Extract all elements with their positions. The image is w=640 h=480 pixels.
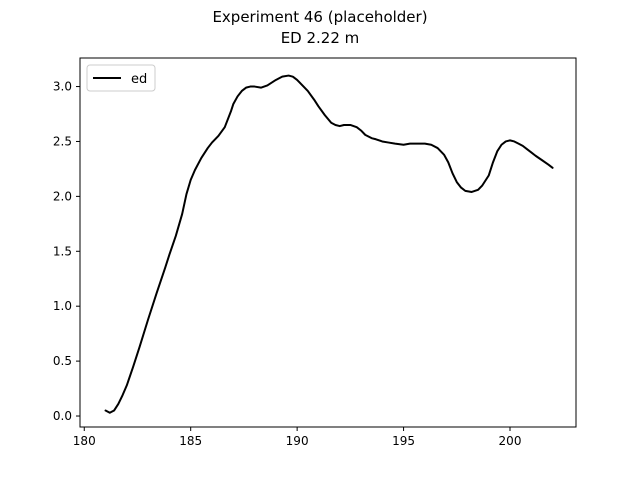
y-tick-label: 3.0 — [53, 80, 72, 94]
y-tick-label: 2.0 — [53, 189, 72, 203]
x-axis: 180 185 190 195 200 — [73, 427, 522, 448]
x-tick-label: 200 — [499, 434, 522, 448]
legend-label-ed: ed — [131, 72, 147, 87]
chart-subtitle: ED 2.22 m — [280, 29, 360, 47]
series-line-ed — [104, 74, 554, 414]
y-axis: 0.0 0.5 1.0 1.5 2.0 2.5 3.0 — [53, 80, 80, 423]
y-tick-label: 1.0 — [53, 299, 72, 313]
y-tick-label: 0.0 — [53, 409, 72, 423]
y-tick-label: 1.5 — [53, 244, 72, 258]
chart-title: Experiment 46 (placeholder) — [212, 8, 428, 26]
plot-area — [79, 57, 577, 428]
y-tick-label: 0.5 — [53, 354, 72, 368]
x-tick-label: 185 — [179, 434, 202, 448]
series-layer — [104, 74, 554, 414]
x-tick-label: 180 — [73, 434, 96, 448]
y-tick-label: 2.5 — [53, 134, 72, 148]
x-tick-label: 190 — [286, 434, 309, 448]
legend: ed — [86, 64, 156, 92]
x-tick-label: 195 — [392, 434, 415, 448]
